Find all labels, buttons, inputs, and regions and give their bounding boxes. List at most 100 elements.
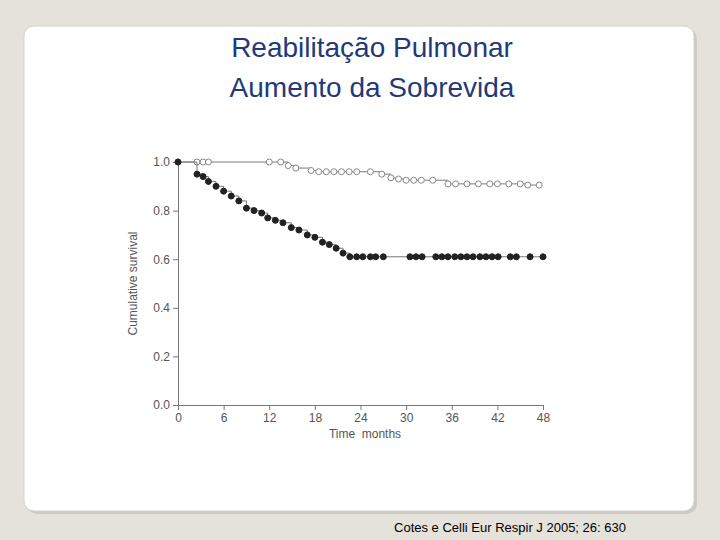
censor-marker [312,234,318,240]
y-tick-label: 0.2 [153,350,170,364]
censor-marker [213,183,219,189]
censor-marker [464,181,470,187]
censor-marker [464,254,470,260]
background [0,0,720,540]
y-axis-line [173,163,179,406]
x-tick: 0 [175,405,182,425]
x-tick-mark [315,405,316,410]
survival-line [178,162,539,185]
x-tick-label: 6 [221,411,228,425]
censor-marker [221,188,227,194]
x-tick: 48 [537,405,551,425]
censor-marker [411,177,417,183]
censor-marker [243,205,249,211]
y-axis: 0.0 0.2 0.4 0.6 0.8 1.0 [153,155,178,412]
censor-marker [452,254,458,260]
censor-marker [413,254,419,260]
x-tick-label: 24 [354,411,368,425]
y-tick-mark [173,356,178,357]
citation: Cotes e Celli Eur Respir J 2005; 26: 630 [394,520,626,535]
y-tick: 0.6 [153,253,178,267]
censor-marker [380,254,386,260]
plot-area [175,159,546,260]
x-tick: 42 [491,405,505,425]
censor-marker [379,171,385,177]
censor-marker [293,165,299,171]
censor-marker [308,168,314,174]
censor-marker [536,182,542,188]
subtitle: Aumento da Sobrevida [230,72,515,103]
censor-marker [495,254,501,260]
y-tick: 0.8 [153,204,178,218]
y-tick: 1.0 [153,155,178,169]
title: Reabilitação Pulmonar [231,32,513,63]
slide: Reabilitação Pulmonar Aumento da Sobrevid… [0,0,720,540]
y-tick: 0.2 [153,350,178,364]
censor-marker [236,198,242,204]
censor-marker [527,254,533,260]
censor-marker [517,181,523,187]
censor-marker [333,245,339,251]
censor-marker [483,254,489,260]
censor-marker [494,181,500,187]
x-axis-line [179,406,544,411]
x-tick-mark [269,405,270,410]
censor-marker [445,181,451,187]
censor-marker [513,254,519,260]
x-tick-mark [497,405,498,410]
y-tick: 0.0 [153,398,178,412]
censor-marker [200,174,206,180]
censor-marker [396,176,402,182]
censor-marker [475,181,481,187]
censor-marker [316,169,322,175]
censor-marker [259,210,265,216]
censor-marker [346,169,352,175]
censor-marker [430,177,436,183]
y-tick-label: 1.0 [153,155,170,169]
censor-marker [418,177,424,183]
x-tick: 24 [354,405,368,425]
censor-marker [205,159,211,165]
censor-marker [433,254,439,260]
censor-marker [194,171,200,177]
censor-marker [360,254,366,260]
censor-marker [506,181,512,187]
markers [175,159,546,260]
censor-marker [439,254,445,260]
x-tick: 6 [221,405,228,425]
x-tick-label: 42 [491,411,505,425]
x-tick: 30 [400,405,414,425]
panel [24,26,694,511]
x-tick-mark [406,405,407,410]
x-tick-label: 36 [446,411,460,425]
y-tick-label: 0.6 [153,253,170,267]
x-tick-label: 30 [400,411,414,425]
censor-marker [367,169,373,175]
x-tick: 18 [309,405,323,425]
censor-marker [507,254,513,260]
censor-marker [388,175,394,181]
x-tick-label: 18 [309,411,323,425]
censor-marker [373,254,379,260]
censor-marker [487,181,493,187]
y-tick: 0.4 [153,301,178,315]
x-tick-label: 0 [175,411,182,425]
censor-marker [296,227,302,233]
x-tick-mark [452,405,453,410]
y-tick-mark [173,308,178,309]
censor-marker [470,254,476,260]
censor-marker [272,217,278,223]
censor-marker [407,254,413,260]
x-axis-title: Time months [329,427,401,441]
censor-marker [280,220,286,226]
survival-line [178,162,543,257]
censor-marker [205,178,211,184]
x-tick: 36 [446,405,460,425]
y-axis-title: Cumulative survival [126,231,140,335]
censor-marker [266,159,272,165]
censor-marker [278,159,284,165]
censor-marker [403,177,409,183]
censor-marker [251,208,257,214]
censor-marker [175,159,181,165]
censor-marker [458,254,464,260]
